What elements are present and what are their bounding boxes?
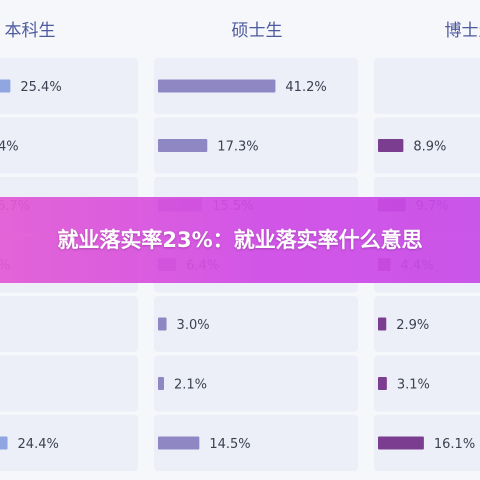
value-label-0-1: 4% bbox=[0, 140, 19, 155]
row-panel bbox=[0, 415, 138, 471]
row-panel bbox=[374, 58, 480, 114]
column-header-0: 本科生 bbox=[5, 21, 56, 41]
row-panel bbox=[0, 296, 138, 352]
banner-title: 就业落实率23%：就业落实率什么意思 bbox=[57, 228, 423, 252]
value-label-2-6: 16.1% bbox=[434, 437, 475, 452]
row-panel bbox=[374, 355, 480, 412]
value-label-2-5: 3.1% bbox=[397, 378, 430, 393]
row-panel bbox=[154, 415, 358, 471]
bar-2-5 bbox=[378, 377, 387, 390]
bar-2-6 bbox=[378, 436, 424, 450]
value-label-2-1: 8.9% bbox=[413, 140, 446, 155]
row-panel bbox=[374, 117, 480, 174]
value-label-1-1: 17.3% bbox=[217, 140, 258, 155]
row-panel bbox=[154, 355, 358, 412]
bar-1-1 bbox=[158, 139, 208, 152]
row-panel bbox=[374, 415, 480, 471]
column-header-1: 硕士生 bbox=[232, 21, 283, 41]
row-panel bbox=[374, 296, 480, 352]
bar-1-5 bbox=[158, 377, 164, 390]
bar-0-0 bbox=[0, 79, 11, 93]
row-panel bbox=[0, 355, 138, 412]
column-header-2: 博士生 bbox=[445, 21, 480, 41]
bar-0-6 bbox=[0, 436, 8, 450]
value-label-0-6: 24.4% bbox=[18, 437, 59, 452]
bar-2-1 bbox=[378, 139, 404, 152]
row-panel bbox=[154, 296, 358, 352]
value-label-1-6: 14.5% bbox=[209, 437, 250, 452]
title-banner: 就业落实率23%：就业落实率什么意思 bbox=[0, 197, 480, 283]
bar-2-4 bbox=[378, 317, 387, 331]
row-panel bbox=[0, 58, 138, 114]
bar-1-0 bbox=[158, 79, 276, 93]
bar-1-4 bbox=[158, 317, 167, 331]
value-label-1-5: 2.1% bbox=[174, 378, 207, 393]
value-label-1-4: 3.0% bbox=[177, 318, 210, 333]
bar-1-6 bbox=[158, 436, 200, 450]
row-panel bbox=[0, 117, 138, 174]
value-label-2-4: 2.9% bbox=[396, 318, 429, 333]
row-panel bbox=[154, 117, 358, 174]
value-label-0-0: 25.4% bbox=[20, 80, 61, 95]
value-label-1-0: 41.2% bbox=[285, 80, 326, 95]
